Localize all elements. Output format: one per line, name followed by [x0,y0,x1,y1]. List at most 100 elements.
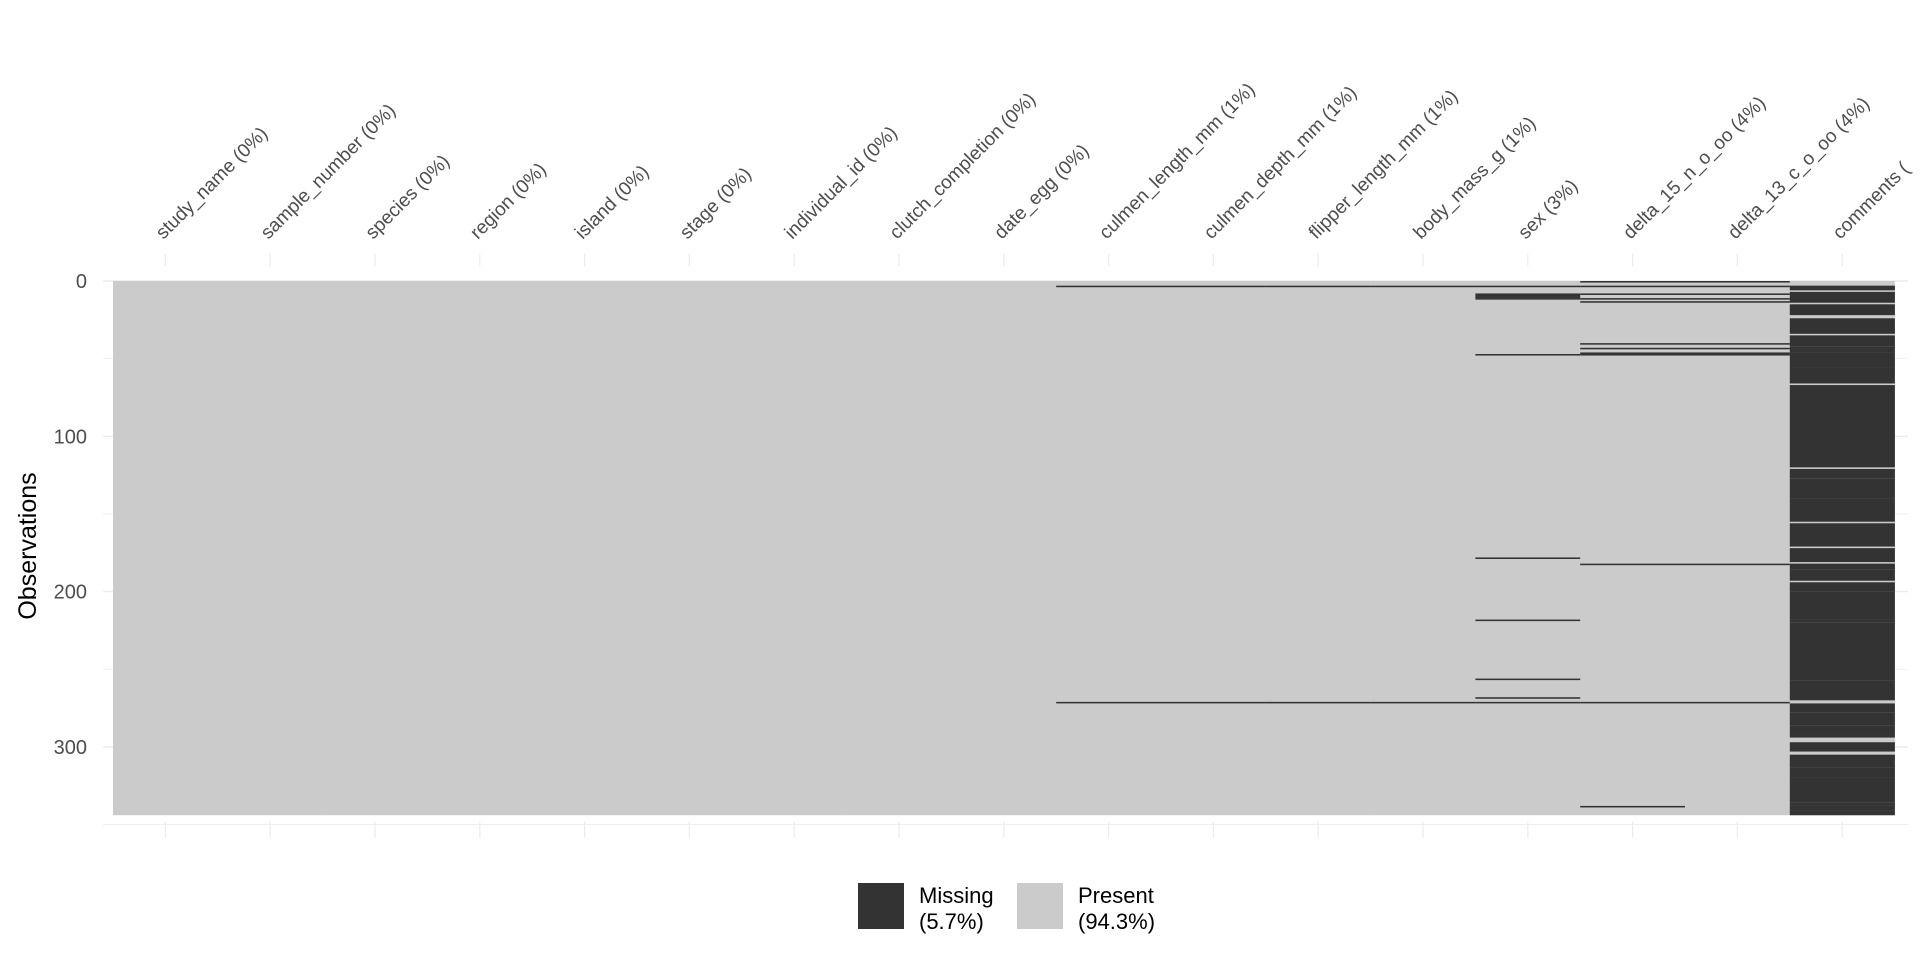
column-label: region (0%) [466,159,550,243]
missing-cell [1475,293,1581,295]
missing-cell [1475,353,1581,356]
missing-cell [1265,285,1371,288]
present-cell-region [427,281,533,816]
missing-cell [1789,569,1895,581]
missing-cell [1789,582,1895,592]
missing-cell [1789,754,1895,768]
legend-swatch-present [1017,883,1063,929]
missing-cell [1789,810,1895,816]
legend-label-missing: Missing [919,883,994,908]
column-label: date_egg (0%) [990,141,1093,244]
missing-cell [1789,725,1895,735]
legend-percent-missing: (5.7%) [919,909,984,934]
missing-cell [1685,352,1791,354]
missing-cell [1580,352,1686,354]
missing-cell [1580,285,1686,288]
missing-cell [1789,802,1895,806]
column-label: species (0%) [362,151,455,244]
missing-cell [1789,734,1895,738]
missing-cell [1789,385,1895,468]
present-cell-flipper_length_mm [1265,281,1371,816]
column-label: stage (0%) [676,164,756,244]
missing-cell [1265,701,1371,704]
present-cell-sex [1475,281,1581,816]
missing-cell [1056,285,1162,288]
missing-cell [1475,697,1581,699]
present-cell-species [322,281,428,816]
legend-swatch-missing [858,883,904,929]
missing-cell [1475,294,1581,297]
missing-cell [1685,701,1791,704]
missing-cell [1685,353,1791,356]
missing-cell [1789,712,1895,726]
missing-cell [1685,285,1791,288]
present-cell-date_egg [951,281,1057,816]
missing-cell [1475,701,1581,704]
missing-cell [1789,805,1895,811]
missing-cell [1789,619,1895,623]
missing-cell [1789,548,1895,563]
present-cell-clutch_completion [846,281,952,816]
present-cell-individual_id [741,281,847,816]
missing-cell [1475,619,1581,622]
missing-cell [1789,777,1895,803]
y-tick-label: 200 [54,582,87,604]
column-label: study_name (0%) [152,123,272,243]
missing-cell [1580,563,1686,566]
column-label: island (0%) [571,161,653,243]
missing-cell [1580,805,1686,808]
missing-cell [1580,301,1686,303]
missing-cell [1580,347,1686,350]
missing-cell [1789,485,1895,499]
missing-cell [1580,298,1686,300]
missing-cell [1789,352,1895,368]
present-cell-sample_number [217,281,323,816]
missing-cell [1789,591,1895,620]
missing-cell [1685,298,1791,300]
missing-cell [1685,343,1791,345]
y-tick-label: 100 [54,426,87,448]
present-cell-island [532,281,638,816]
heatmap-cells [113,281,1895,816]
missing-cell [1789,703,1895,713]
missing-cell [1789,680,1895,701]
missing-cell [1789,622,1895,681]
missing-cell [1580,281,1686,283]
missing-cell [1789,478,1895,486]
missing-cell [1685,347,1791,350]
legend-percent-present: (94.3%) [1078,909,1155,934]
column-label: sex (3%) [1514,176,1582,244]
missing-cell [1685,563,1791,566]
missing-cell [1685,293,1791,295]
missing-cell [1161,701,1267,704]
missing-cell [1475,285,1581,288]
missing-cell [1685,301,1791,303]
y-axis-title: Observations [14,472,42,619]
missing-cell [1789,523,1895,547]
missing-cell [1789,767,1895,778]
missing-cell [1789,304,1895,316]
present-cell-stage [637,281,743,816]
legend: Missing(5.7%) Present(94.3%) [858,883,1155,934]
missing-cell [1789,367,1895,384]
missing-cell [1789,346,1895,353]
missing-cell [1056,701,1162,704]
missing-cell [1370,285,1476,288]
legend-label-present: Present [1078,883,1154,908]
missing-cell [1580,353,1686,356]
missing-cell [1789,742,1895,752]
missing-cell [1475,678,1581,681]
missing-cell [1789,318,1895,334]
missing-cell [1685,281,1791,283]
y-axis-ticks: 0 100 200 300 [54,271,87,759]
missing-cell [1789,468,1895,479]
missing-cell [1789,335,1895,347]
present-cell-culmen_depth_mm [1161,281,1267,816]
missing-cell [1475,296,1581,299]
missing-cell [1789,285,1895,291]
missing-cell [1580,701,1686,704]
present-cell-delta_15_n_o_oo [1580,281,1686,816]
present-cell-study_name [113,281,219,816]
missing-cell [1580,293,1686,295]
